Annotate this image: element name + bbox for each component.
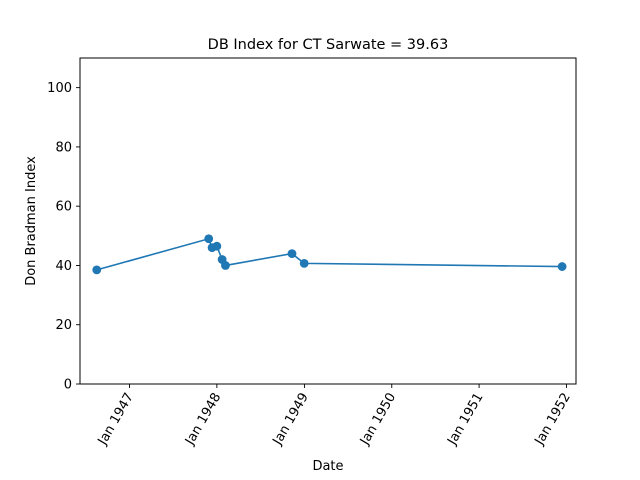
x-axis-label: Date [312,459,343,474]
data-point-2 [204,234,214,244]
data-point-8 [299,258,309,268]
y-tick-label-40: 40 [55,259,72,274]
y-tick-label-60: 60 [55,200,72,215]
y-tick-label-100: 100 [47,81,72,96]
data-point-7 [287,249,297,258]
data-point-4 [212,241,222,251]
data-point-9 [557,262,567,271]
y-tick-label-20: 20 [55,318,72,333]
data-point-1 [92,265,102,275]
y-tick-label-0: 0 [64,378,72,393]
y-axis-label: Don Bradman Index [24,156,39,286]
y-tick-label-80: 80 [55,140,72,155]
chart-title: DB Index for CT Sarwate = 39.63 [208,37,449,53]
data-point-6 [221,261,230,270]
plot-frame [79,57,577,385]
